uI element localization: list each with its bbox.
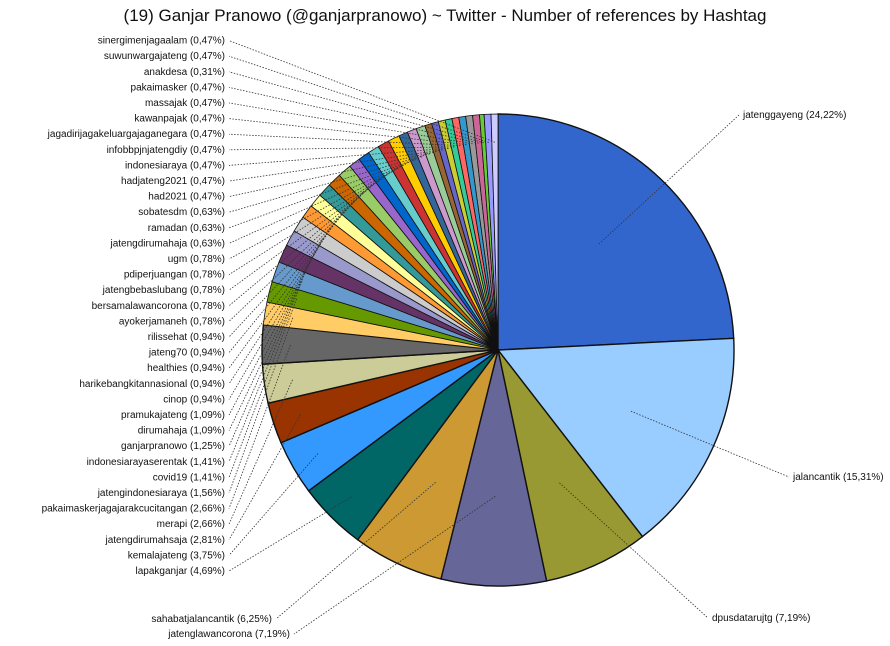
- slice-label: jalancantik (15,31%): [792, 472, 884, 483]
- leader-line: [228, 281, 303, 462]
- pie-slice: [497, 113, 735, 351]
- leader-line: [228, 251, 316, 431]
- leader-line: [228, 55, 489, 143]
- slice-label: sahabatjalancantik (6,25%): [151, 614, 272, 625]
- leader-line: [228, 414, 301, 540]
- slice-label: jatengbebaslubang (0,78%): [102, 285, 225, 296]
- leader-line: [228, 298, 298, 478]
- slice-label: indonesiarayaserentak (1,41%): [87, 457, 225, 468]
- slice-label: infobbpjnjatengdiy (0,47%): [107, 145, 225, 156]
- slice-label: bersamalawancorona (0,78%): [92, 301, 225, 312]
- slice-label: ayokerjamaneh (0,78%): [119, 316, 225, 327]
- pie-slice: [497, 349, 644, 582]
- pie-slices: [261, 113, 735, 587]
- slice-label: massajak (0,47%): [145, 98, 225, 109]
- leader-line: [228, 159, 415, 244]
- slice-label: jatenggayeng (24,22%): [742, 110, 846, 121]
- slice-label: lapakganjar (4,69%): [136, 566, 226, 577]
- slice-label: jatengdirumahaja (0,63%): [109, 238, 225, 249]
- pie-slice: [440, 349, 548, 587]
- slice-label: ugm (0,78%): [168, 254, 225, 265]
- leader-line: [228, 151, 437, 197]
- leader-line: [228, 496, 352, 572]
- slice-label: pdiperjuangan (0,78%): [124, 270, 225, 281]
- leader-line: [228, 87, 479, 144]
- slice-label: ramadan (0,63%): [148, 223, 225, 234]
- slice-label: sobatesdm (0,63%): [138, 207, 225, 218]
- slice-label: covid19 (1,41%): [153, 472, 225, 483]
- slice-label: cinop (0,94%): [163, 394, 225, 405]
- slice-label: pramukajateng (1,09%): [121, 410, 225, 421]
- leader-line: [228, 147, 449, 166]
- leader-line: [228, 238, 323, 416]
- slice-label: pakaimaskerjagajarakcucitangan (2,66%): [42, 504, 225, 515]
- leader-line: [228, 317, 294, 494]
- slice-label: anakdesa (0,31%): [144, 67, 225, 78]
- slice-label: dirumahaja (1,09%): [138, 426, 225, 437]
- leader-line: [228, 40, 496, 143]
- slice-label: ganjarpranowo (1,25%): [121, 441, 225, 452]
- slice-labels: jatenggayeng (24,22%) jalancantik (15,31%…: [42, 36, 884, 640]
- slice-label: merapi (2,66%): [157, 519, 225, 530]
- slice-label: hadjateng2021 (0,47%): [121, 176, 225, 187]
- slice-label: kemalajateng (3,75%): [128, 550, 225, 561]
- chart-title: (19) Ganjar Pranowo (@ganjarpranowo) ~ T…: [123, 6, 767, 25]
- slice-label: healthies (0,94%): [147, 363, 225, 374]
- slice-label: jatengdirumahsaja (2,81%): [104, 535, 225, 546]
- pie-slice: [490, 113, 499, 351]
- slice-label: harikebangkitannasional (0,94%): [79, 379, 225, 390]
- slice-label: had2021 (0,47%): [148, 192, 225, 203]
- slice-label: jateng70 (0,94%): [148, 348, 225, 359]
- leader-line: [228, 345, 291, 509]
- slice-label: indonesiaraya (0,47%): [125, 160, 225, 171]
- leader-line: [228, 227, 331, 400]
- slice-label: jagadirijagakeluargajaganegara (0,47%): [47, 129, 225, 140]
- slice-label: kawanpajak (0,47%): [134, 114, 225, 125]
- slice-label: sinergimenjagaalam (0,47%): [98, 36, 225, 47]
- leader-line: [228, 133, 461, 147]
- leader-line: [228, 163, 407, 260]
- leader-lines: [228, 40, 790, 635]
- leader-line: [228, 71, 484, 144]
- pie-slice: [496, 337, 735, 538]
- slice-label: rilissehat (0,94%): [148, 332, 225, 343]
- leader-line: [228, 379, 293, 525]
- slice-label: suwunwargajateng (0,47%): [104, 51, 225, 62]
- leader-line: [559, 482, 709, 619]
- leader-line: [275, 481, 436, 620]
- slice-label: jatengindonesiaraya (1,56%): [97, 488, 225, 499]
- leader-line: [228, 102, 473, 145]
- slice-label: jatenglawancorona (7,19%): [167, 629, 290, 640]
- leader-line: [228, 118, 467, 146]
- leader-line: [228, 168, 398, 275]
- slice-label: pakaimasker (0,47%): [131, 82, 225, 93]
- slice-label: dpusdatarujtg (7,19%): [712, 613, 810, 624]
- leader-line: [228, 156, 423, 229]
- leader-line: [228, 153, 430, 213]
